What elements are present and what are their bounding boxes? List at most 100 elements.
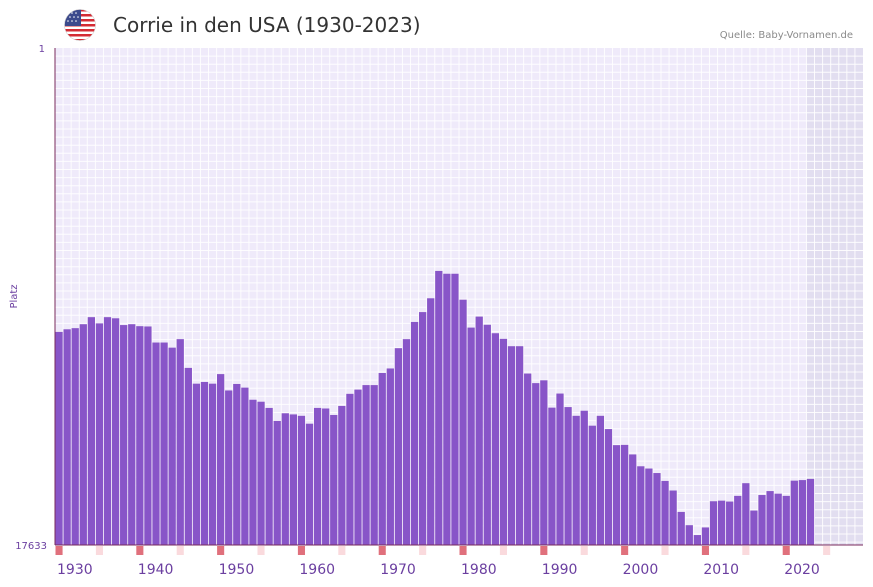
bar-2016 xyxy=(750,510,758,545)
bar-1980 xyxy=(459,299,467,545)
bar-1959 xyxy=(289,414,297,545)
bar-2000 xyxy=(621,444,629,545)
bar-2004 xyxy=(653,473,661,545)
bar-1963 xyxy=(322,408,330,545)
x-tick-label-1950: 1950 xyxy=(219,562,255,578)
bar-1954 xyxy=(249,399,257,545)
x-marker-2000 xyxy=(621,546,629,555)
x-marker-1965 xyxy=(338,546,346,555)
bar-2008 xyxy=(685,525,693,545)
bar-2003 xyxy=(645,468,653,545)
bar-1988 xyxy=(524,373,532,545)
bar-1999 xyxy=(612,445,621,545)
bar-1977 xyxy=(435,270,443,545)
bar-2007 xyxy=(677,511,685,545)
bar-1964 xyxy=(330,414,338,545)
bar-1955 xyxy=(257,401,265,545)
us-flag-icon xyxy=(64,9,96,41)
bar-2001 xyxy=(629,454,637,545)
bar-2022 xyxy=(798,480,807,545)
bar-1983 xyxy=(483,324,491,545)
bar-1939 xyxy=(128,324,136,545)
x-marker-1940 xyxy=(136,546,144,555)
bar-2020 xyxy=(782,495,790,545)
x-marker-2010 xyxy=(701,546,709,555)
bar-1944 xyxy=(168,347,176,545)
bar-1956 xyxy=(265,407,273,545)
bar-1932 xyxy=(71,328,79,545)
bar-1942 xyxy=(152,342,160,545)
bar-2010 xyxy=(701,527,710,545)
bar-2012 xyxy=(717,500,726,545)
x-marker-1985 xyxy=(499,546,507,555)
bar-2018 xyxy=(766,491,774,545)
x-marker-2020 xyxy=(782,546,790,555)
x-tick-label-2000: 2000 xyxy=(623,562,659,578)
x-tick-label-1930: 1930 xyxy=(57,562,93,578)
bar-1990 xyxy=(540,380,548,545)
bar-1951 xyxy=(225,390,233,545)
bar-1958 xyxy=(281,413,289,545)
x-marker-1935 xyxy=(95,546,103,555)
x-tick-label-1970: 1970 xyxy=(380,562,416,578)
bar-1931 xyxy=(63,329,71,545)
x-marker-1980 xyxy=(459,546,467,555)
bar-1986 xyxy=(507,346,516,545)
bar-1945 xyxy=(176,339,184,545)
bar-1998 xyxy=(604,429,613,545)
bar-1961 xyxy=(305,423,314,545)
bar-1996 xyxy=(588,425,596,545)
x-marker-1960 xyxy=(297,546,305,555)
bar-1949 xyxy=(208,383,217,545)
bar-1937 xyxy=(111,318,120,545)
bar-1950 xyxy=(217,374,225,545)
bar-2023 xyxy=(806,478,815,545)
x-marker-1930 xyxy=(55,546,63,555)
bar-1935 xyxy=(95,323,104,545)
bar-1967 xyxy=(354,389,362,545)
bar-1948 xyxy=(200,381,209,545)
x-tick-label-2010: 2010 xyxy=(703,562,739,578)
bar-1934 xyxy=(87,317,95,545)
x-marker-2005 xyxy=(661,546,669,555)
bar-2013 xyxy=(726,501,734,545)
bar-1946 xyxy=(184,367,192,545)
bar-1973 xyxy=(402,339,411,545)
y-tick-label-bottom: 17633 xyxy=(15,541,47,552)
bar-2005 xyxy=(661,480,669,545)
source-credit: Quelle: Baby-Vornamen.de xyxy=(719,30,853,41)
x-marker-1975 xyxy=(419,546,427,555)
bar-2015 xyxy=(742,483,750,545)
x-marker-1945 xyxy=(176,546,184,555)
bar-1943 xyxy=(160,342,168,545)
x-marker-2015 xyxy=(742,546,750,555)
bar-2006 xyxy=(669,490,677,545)
bar-1995 xyxy=(580,410,588,545)
bar-1940 xyxy=(136,326,144,545)
bar-1938 xyxy=(120,325,128,545)
x-marker-1955 xyxy=(257,546,265,555)
bar-1947 xyxy=(192,383,201,545)
bar-1978 xyxy=(443,273,451,545)
bar-1993 xyxy=(564,407,572,545)
bar-1933 xyxy=(79,324,87,545)
x-marker-1990 xyxy=(540,546,548,555)
bar-2002 xyxy=(637,466,645,545)
bar-1962 xyxy=(313,407,322,545)
bar-2009 xyxy=(693,535,701,545)
x-tick-label-1990: 1990 xyxy=(542,562,578,578)
bar-1952 xyxy=(233,383,241,545)
bar-1976 xyxy=(427,298,435,545)
bar-1975 xyxy=(419,312,427,545)
bar-1981 xyxy=(467,327,475,545)
bar-1968 xyxy=(362,385,370,545)
bar-1991 xyxy=(548,407,556,545)
x-tick-label-1940: 1940 xyxy=(138,562,174,578)
x-marker-2025 xyxy=(823,546,831,555)
bar-1957 xyxy=(273,420,281,545)
x-tick-label-1980: 1980 xyxy=(461,562,497,578)
bar-1997 xyxy=(596,415,605,545)
bar-1966 xyxy=(346,393,354,545)
bar-1953 xyxy=(241,387,249,545)
